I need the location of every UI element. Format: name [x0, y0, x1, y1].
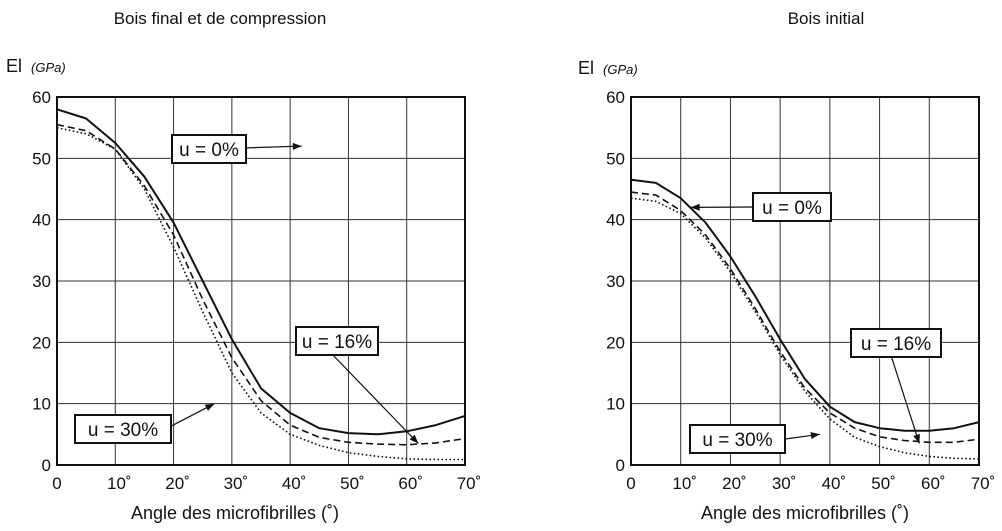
- series-line-dashed: [630, 191, 980, 444]
- plot-frame: [56, 96, 466, 466]
- y-axis-label: El (GPa): [6, 56, 66, 76]
- x-axis-label: Angle des microfibrilles (˚): [131, 503, 339, 523]
- x-tick-label: 70˚: [457, 474, 482, 493]
- x-tick-label: 0: [626, 474, 635, 493]
- annotation-arrowhead: [690, 203, 700, 211]
- annotation-arrowhead: [913, 433, 920, 444]
- annotation-label: u = 30%: [88, 420, 158, 441]
- x-tick-label: 60˚: [921, 474, 946, 493]
- x-tick-label: 20˚: [722, 474, 747, 493]
- x-tick-label: 50˚: [871, 474, 896, 493]
- y-axis-unit: (GPa): [603, 62, 638, 77]
- x-axis-label: Angle des microfibrilles (˚): [701, 503, 909, 523]
- x-tick-label: 0: [52, 474, 61, 493]
- y-tick-label: 50: [606, 149, 625, 168]
- y-axis-label-text: El: [578, 58, 594, 78]
- series-line-solid: [630, 178, 980, 432]
- annotation-label: u = 30%: [702, 430, 772, 451]
- annotation-box: [850, 328, 942, 358]
- x-tick-label: 10˚: [672, 474, 697, 493]
- y-tick-label: 40: [32, 211, 51, 230]
- x-tick-label: 50˚: [340, 474, 365, 493]
- plot-frame: [630, 96, 980, 466]
- y-tick-label: 30: [606, 272, 625, 291]
- chart-title: Bois initial: [788, 9, 865, 28]
- annotation-label: u = 0%: [179, 140, 239, 161]
- x-tick-label: 30˚: [772, 474, 797, 493]
- x-tick-label: 20˚: [165, 474, 190, 493]
- annotation-leader: [890, 356, 920, 444]
- chart-title: Bois final et de compression: [114, 9, 327, 28]
- y-tick-label: 30: [32, 272, 51, 291]
- y-tick-label: 0: [42, 456, 51, 475]
- series-line-dashed: [56, 123, 466, 446]
- x-tick-label: 60˚: [398, 474, 423, 493]
- x-tick-label: 30˚: [224, 474, 249, 493]
- x-tick-label: 70˚: [971, 474, 996, 493]
- annotation-label: u = 16%: [302, 332, 372, 353]
- y-tick-label: 0: [616, 456, 625, 475]
- series-line-solid: [56, 108, 466, 436]
- y-axis-unit: (GPa): [31, 60, 66, 75]
- y-tick-label: 40: [606, 211, 625, 230]
- chart-left: Bois final et de compression El (GPa) An…: [6, 9, 481, 523]
- series-line-dotted: [630, 197, 980, 460]
- x-tick-label: 10˚: [107, 474, 132, 493]
- annotation-arrowhead: [409, 434, 419, 444]
- chart-right: Bois initial El (GPa) Angle des microfib…: [578, 9, 995, 523]
- annotation-arrowhead: [204, 403, 215, 411]
- annotation-arrowhead: [810, 432, 820, 439]
- annotation-box: [295, 326, 379, 356]
- annotation-box: [171, 134, 247, 164]
- y-axis-label: El (GPa): [578, 58, 638, 78]
- y-tick-label: 50: [32, 149, 51, 168]
- y-axis-label-text: El: [6, 56, 22, 76]
- annotation-box: [689, 424, 786, 454]
- annotation-arrowhead: [292, 142, 302, 150]
- y-tick-label: 60: [32, 88, 51, 107]
- x-tick-label: 40˚: [822, 474, 847, 493]
- y-tick-label: 20: [32, 333, 51, 352]
- annotation-box: [74, 414, 172, 444]
- annotation-box: [752, 192, 832, 222]
- x-tick-label: 40˚: [282, 474, 307, 493]
- annotation-label: u = 0%: [762, 198, 822, 219]
- annotation-leader: [332, 354, 419, 444]
- plot-area: 0 10˚ 20˚ 30˚ 40˚ 50˚ 60˚ 70˚ 0 10 20 30 40 50 60 u = 0…: [606, 88, 995, 493]
- series-line-dotted: [56, 126, 465, 461]
- y-tick-label: 10: [32, 395, 51, 414]
- annotation-label: u = 16%: [861, 334, 931, 355]
- y-tick-label: 10: [606, 395, 625, 414]
- y-tick-label: 60: [606, 88, 625, 107]
- plot-area: 0 10˚ 20˚ 30˚ 40˚ 50˚ 60˚ 70˚ 0 10 20 30 40 50 60 u = 0…: [32, 88, 481, 493]
- y-tick-label: 20: [606, 333, 625, 352]
